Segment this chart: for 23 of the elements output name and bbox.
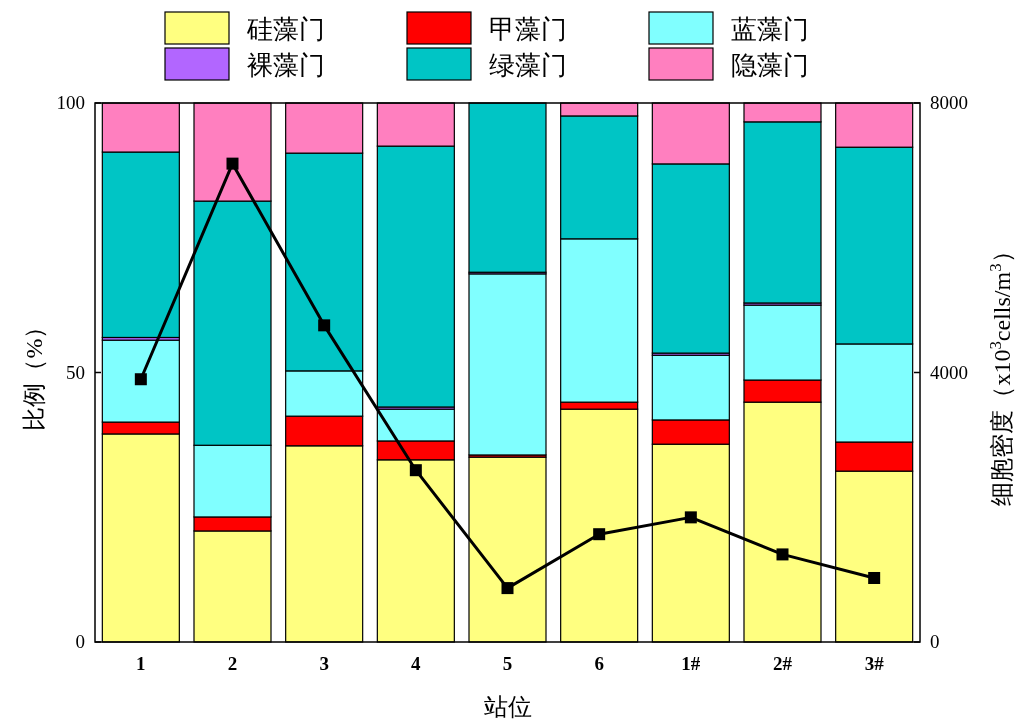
- x-tick-label: 3: [319, 653, 329, 674]
- x-tick-label: 5: [502, 653, 513, 674]
- y2-tick-label: 0: [930, 631, 940, 652]
- x-tick-label: 3#: [864, 653, 885, 674]
- x-tick-label: 1: [136, 653, 146, 674]
- x-tick-label: 2: [227, 653, 238, 674]
- x-tick-label: 6: [594, 653, 604, 674]
- x-tick-label: 2#: [773, 653, 793, 674]
- x-axis-title: 站位: [483, 694, 532, 720]
- legend-label: 蓝藻门: [731, 15, 809, 44]
- y-tick-label: 0: [75, 631, 85, 652]
- y2-tick-label: 4000: [930, 361, 968, 383]
- y-axis-title: 比例（%）: [21, 314, 47, 431]
- legend-label: 硅藻门: [246, 15, 325, 44]
- y-tick-label: 100: [56, 92, 85, 113]
- legend-label: 甲藻门: [489, 15, 567, 44]
- legend-label: 绿藻门: [489, 51, 567, 80]
- legend-label: 隐藻门: [731, 51, 809, 80]
- x-tick-label: 4: [411, 653, 422, 674]
- legend-label: 裸藻门: [247, 51, 325, 80]
- x-tick-label: 1#: [681, 653, 701, 674]
- y2-tick-label: 8000: [930, 92, 968, 113]
- y-tick-label: 50: [66, 361, 85, 383]
